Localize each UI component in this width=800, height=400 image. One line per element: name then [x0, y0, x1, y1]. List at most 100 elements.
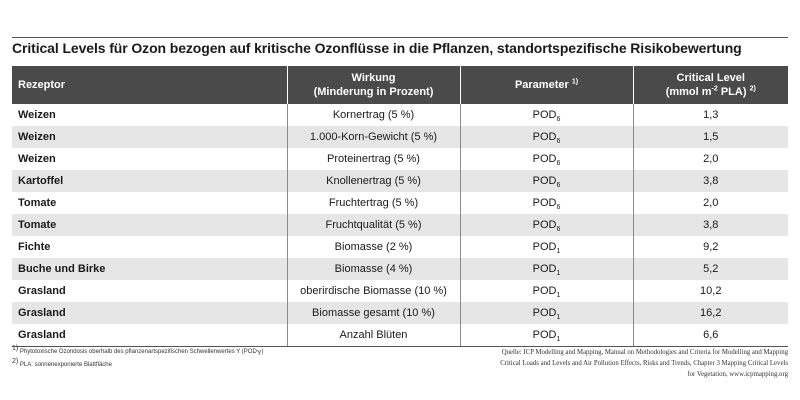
cell-parameter-sub: 6 [556, 116, 561, 124]
cell-wirkung: Biomasse gesamt (10 %) [286, 302, 460, 324]
cell-parameter-name: POD [532, 285, 557, 297]
header-parameter-label: Parameter [514, 79, 569, 91]
cell-critical-level: 2,0 [632, 192, 788, 214]
cell-critical-level: 6,6 [632, 324, 788, 347]
cell-parameter-name: POD [532, 197, 557, 209]
cell-rezeptor: Buche und Birke [12, 258, 287, 280]
cell-parameter-name: POD [532, 241, 557, 253]
cell-critical-level: 3,8 [632, 170, 788, 192]
cell-parameter-sub: 6 [556, 138, 561, 146]
cell-parameter-name: POD [532, 131, 557, 143]
critical-levels-table: Rezeptor Wirkung (Minderung in Prozent) … [12, 66, 788, 347]
cell-rezeptor: Grasland [18, 285, 66, 297]
source-line-3: for Vegetation, www.icpmapping.org [687, 371, 788, 378]
footnote-2-text: PLA: sonnenexponierte Blattfläche [18, 362, 112, 368]
cell-critical-level: 2,0 [632, 148, 788, 170]
cell-critical-level: 3,8 [632, 214, 788, 236]
footnote-1-sub: Y [256, 350, 262, 358]
table-row: Weizen 1.000-Korn-Gewicht (5 %) POD6 1,5 [12, 126, 788, 148]
source-line-2: Critical Loads and Levels and Air Pollut… [500, 360, 788, 367]
footnote-1-text-b: ) [261, 349, 264, 355]
cell-wirkung: Knollenertrag (5 %) [286, 170, 460, 192]
header-rezeptor: Rezeptor [12, 66, 287, 104]
cell-wirkung: Fruchtertrag (5 %) [286, 192, 460, 214]
cell-parameter: POD1 [459, 302, 633, 324]
cell-rezeptor: Weizen [18, 109, 56, 121]
cell-parameter-sub: 6 [556, 160, 561, 168]
cell-critical-level: 5,2 [632, 258, 788, 280]
cell-parameter-name: POD [532, 109, 557, 121]
cell-parameter-name: POD [532, 307, 557, 319]
header-critical-footnote-mark: 2) [749, 85, 756, 93]
cell-parameter: POD6 [459, 126, 633, 148]
cell-parameter-sub: 1 [556, 335, 561, 343]
header-wirkung-line1: Wirkung [351, 72, 396, 84]
source-line-1: Quelle: ICP Modelling and Mapping, Manua… [501, 349, 788, 356]
cell-parameter-name: POD [532, 219, 557, 231]
footnote-1: 1) Phytotoxische Ozondosis oberhalb des … [12, 345, 264, 358]
cell-parameter: POD6 [459, 148, 633, 170]
table-row: Tomate Fruchtqualität (5 %) POD6 3,8 [12, 214, 788, 236]
table-row: Weizen Proteinertrag (5 %) POD6 2,0 [12, 148, 788, 170]
footnote-2: 2) PLA: sonnenexponierte Blattfläche [12, 358, 112, 368]
cell-wirkung: oberirdische Biomasse (10 %) [286, 280, 460, 302]
cell-parameter-name: POD [532, 328, 557, 341]
header-critical-unit-exponent: -2 [711, 85, 718, 93]
cell-rezeptor: Grasland [12, 324, 287, 347]
cell-parameter: POD1 [459, 236, 633, 258]
cell-parameter: POD1 [459, 324, 633, 347]
table-title: Critical Levels für Ozon bezogen auf kri… [12, 40, 742, 56]
cell-rezeptor: Tomate [12, 214, 287, 236]
header-critical-line1: Critical Level [676, 72, 745, 84]
header-parameter-footnote-mark: 1) [571, 78, 579, 86]
cell-parameter-sub: 1 [556, 292, 561, 300]
cell-critical-level: 1,3 [632, 104, 788, 126]
cell-critical-level: 9,2 [632, 236, 788, 258]
cell-wirkung: Proteinertrag (5 %) [286, 148, 460, 170]
cell-parameter-sub: 6 [556, 204, 561, 212]
cell-wirkung: Kornertrag (5 %) [286, 104, 460, 126]
cell-rezeptor: Fichte [18, 241, 51, 253]
cell-parameter-sub: 6 [556, 182, 561, 190]
cell-parameter-sub: 1 [556, 248, 561, 256]
cell-parameter: POD6 [459, 170, 633, 192]
header-critical-unit-b: PLA) [717, 86, 747, 98]
cell-rezeptor: Weizen [12, 126, 287, 148]
cell-parameter: POD6 [459, 104, 633, 126]
cell-parameter-sub: 1 [556, 314, 561, 322]
cell-parameter-sub: 6 [556, 226, 561, 234]
table-body: Weizen Kornertrag (5 %) POD6 1,3 Weizen 1.000… [12, 104, 788, 347]
cell-rezeptor: Weizen [18, 153, 56, 165]
cell-critical-level: 1,5 [632, 126, 788, 148]
footnote-1-text-a: Phytotoxische Ozondosis oberhalb des pfl… [18, 349, 257, 355]
cell-parameter-name: POD [532, 175, 557, 187]
cell-critical-level: 16,2 [632, 302, 788, 324]
header-parameter: Parameter 1) [459, 66, 633, 104]
table-row: Fichte Biomasse (2 %) POD1 9,2 [12, 236, 788, 258]
cell-wirkung: Anzahl Blüten [286, 324, 460, 347]
cell-rezeptor: Tomate [18, 197, 57, 209]
table-row: Grasland Anzahl Blüten POD1 6,6 [12, 324, 788, 347]
footnote-1-mark: 1) [12, 345, 19, 352]
cell-parameter-name: POD [532, 263, 557, 275]
cell-parameter: POD1 [459, 258, 633, 280]
cell-rezeptor: Grasland [12, 302, 287, 324]
table-row: Weizen Kornertrag (5 %) POD6 1,3 [12, 104, 788, 126]
cell-wirkung: Biomasse (4 %) [286, 258, 460, 280]
footnote-2-mark: 2) [12, 358, 19, 365]
header-critical-unit-a: (mmol m [665, 86, 712, 98]
header-critical-level: Critical Level (mmol m-2 PLA) 2) [632, 66, 788, 104]
header-row: Rezeptor Wirkung (Minderung in Prozent) … [12, 66, 788, 104]
table-row: Grasland oberirdische Biomasse (10 %) POD1… [12, 280, 788, 302]
table-row: Buche und Birke Biomasse (4 %) POD1 5,2 [12, 258, 788, 280]
cell-parameter: POD6 [459, 192, 633, 214]
table-row: Grasland Biomasse gesamt (10 %) POD1 16,2 [12, 302, 788, 324]
cell-wirkung: Biomasse (2 %) [286, 236, 460, 258]
source-note: Quelle: ICP Modelling and Mapping, Manua… [448, 347, 788, 380]
cell-wirkung: Fruchtqualität (5 %) [286, 214, 460, 236]
table-row: Kartoffel Knollenertrag (5 %) POD6 3,8 [12, 170, 788, 192]
cell-rezeptor: Kartoffel [12, 170, 287, 192]
cell-parameter-name: POD [532, 153, 557, 165]
cell-critical-level: 10,2 [632, 280, 788, 302]
cell-wirkung: 1.000-Korn-Gewicht (5 %) [286, 126, 460, 148]
